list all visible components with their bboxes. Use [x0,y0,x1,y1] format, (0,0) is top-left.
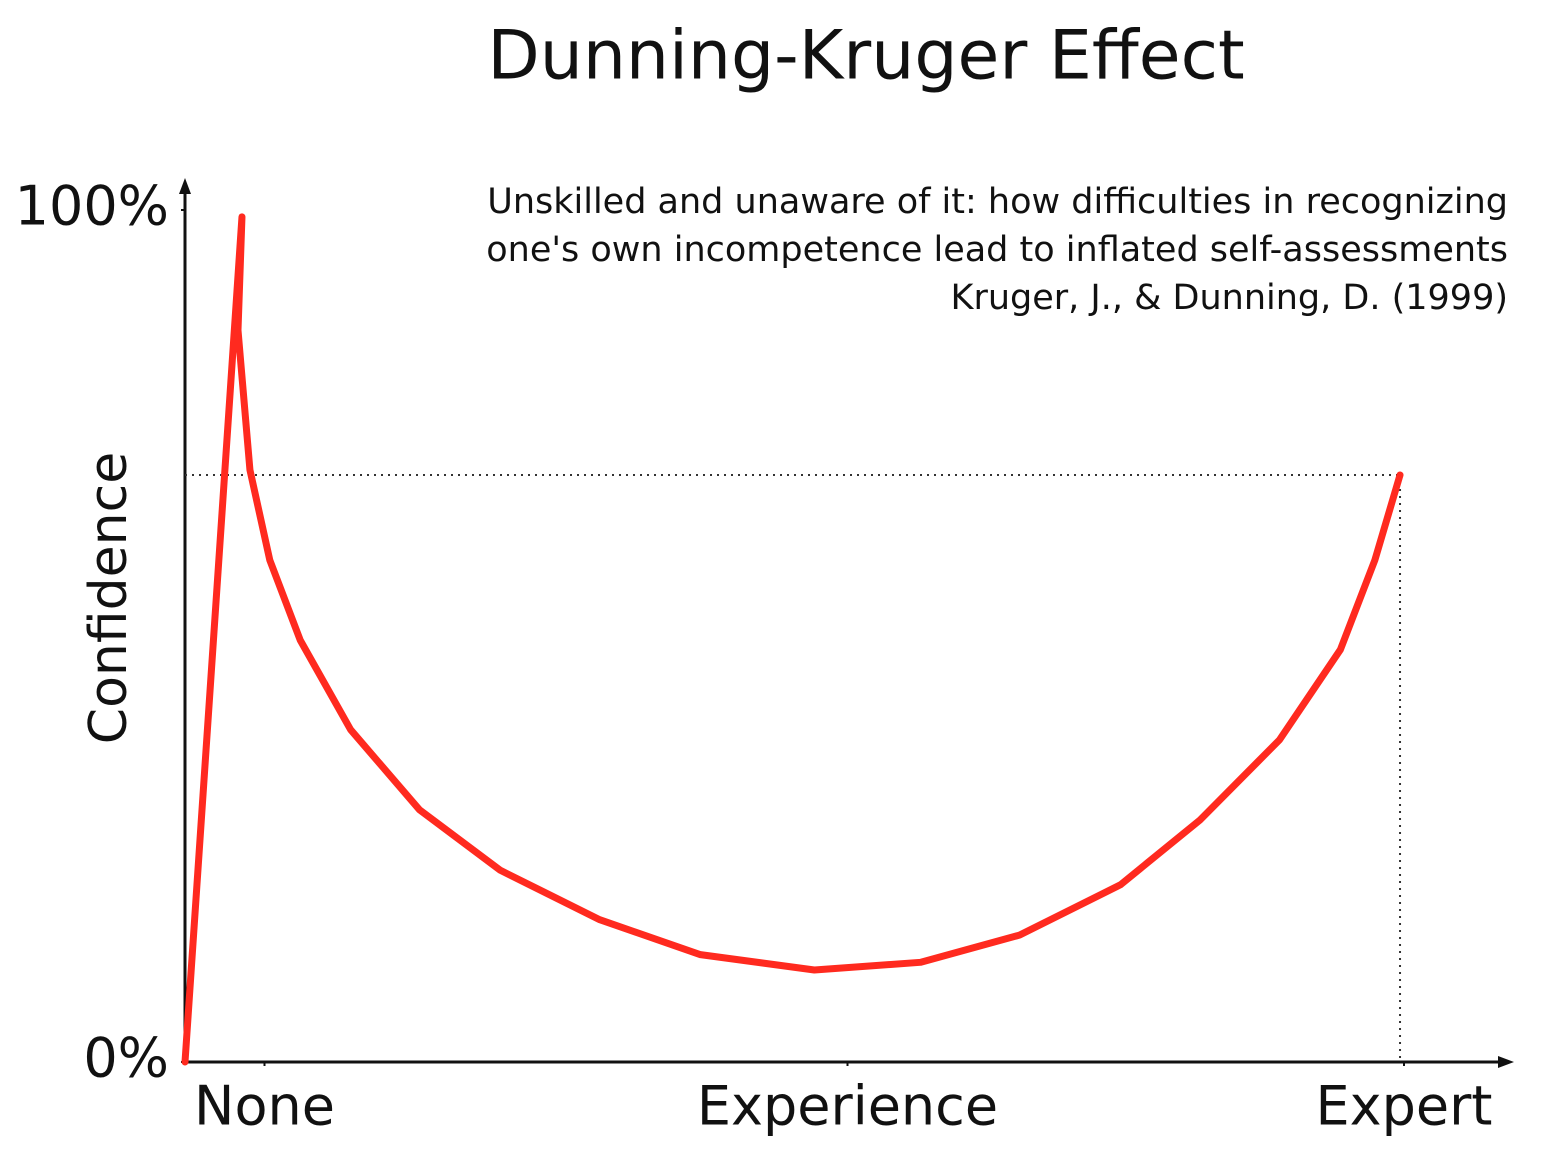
x-axis-arrow [1498,1056,1514,1068]
x-tick-label: Expert [1316,1075,1493,1138]
x-tick-label: None [194,1075,335,1138]
y-axis-label: Confidence [79,452,139,744]
y-tick-label: 100% [15,175,169,238]
confidence-line [181,213,1404,1066]
y-tick-label: 0% [83,1027,169,1090]
y-axis-arrow [179,178,191,194]
subtitle: Unskilled and unaware of it: how difficu… [487,182,1508,222]
subtitle: one's own incompetence lead to inflated … [486,230,1508,270]
chart-title: Dunning-Kruger Effect [487,17,1244,96]
subtitle: Kruger, J., & Dunning, D. (1999) [951,278,1509,318]
x-tick-label: Experience [697,1075,998,1138]
